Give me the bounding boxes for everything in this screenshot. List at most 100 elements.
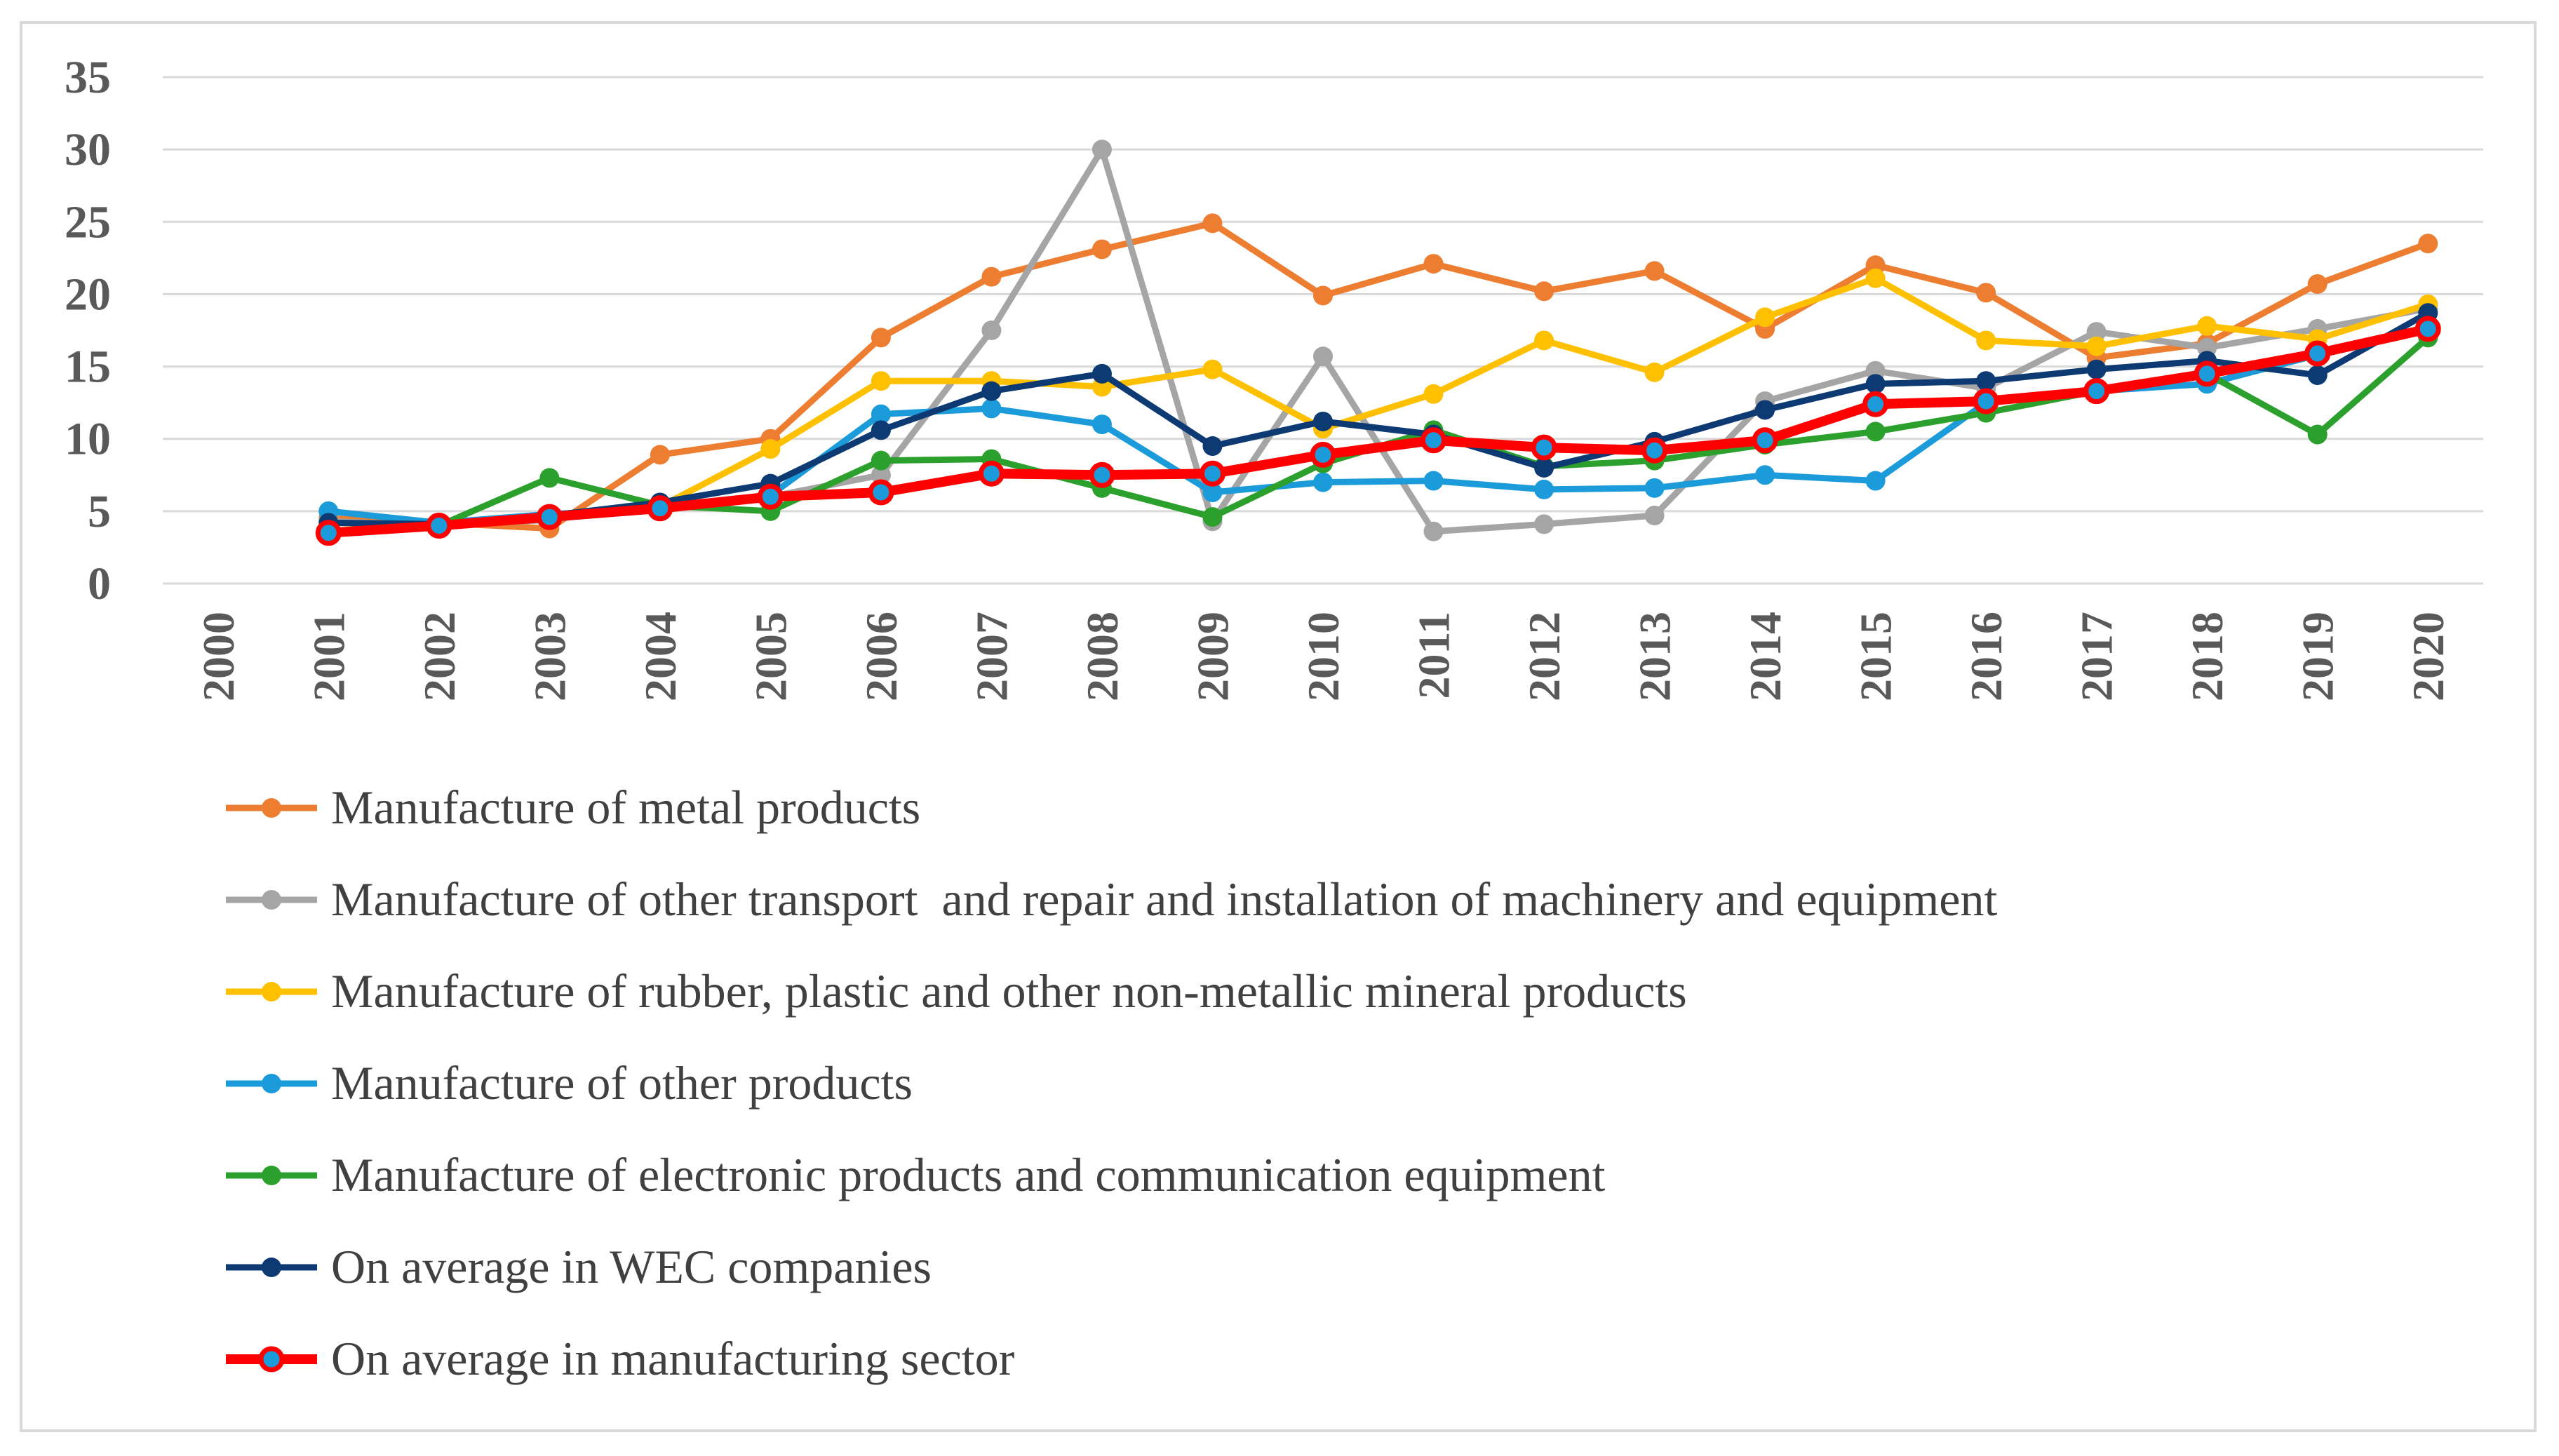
data-point [1755,307,1775,328]
y-tick-label: 0 [88,558,111,609]
x-tick-label: 2001 [304,612,354,701]
x-tick-label: 2007 [967,612,1016,701]
data-point [1202,436,1223,457]
data-point [2086,322,2107,342]
data-point [1313,346,1333,367]
data-point [1534,479,1554,499]
series-line [328,324,2429,538]
y-tick-label: 15 [65,342,111,393]
data-point [2307,365,2328,385]
series-3 [318,268,2438,536]
x-tick-label: 2019 [2293,612,2343,701]
legend-item: Manufacture of other products [226,1056,913,1110]
x-tick-label: 2009 [1188,612,1237,701]
data-point [1534,457,1554,478]
data-point [1644,362,1665,382]
x-tick-label: 2017 [2072,612,2122,701]
x-tick-label: 2013 [1630,612,1680,701]
data-point [871,450,891,471]
data-point [1865,374,1886,394]
data-point [539,468,560,488]
data-point [871,328,891,348]
legend-label: On average in manufacturing sector [331,1332,1015,1385]
data-point [1976,330,1996,351]
y-tick-label: 10 [65,414,111,465]
data-point [981,381,1002,401]
x-tick-label: 2003 [525,612,575,701]
legend-label: Manufacture of other transport and repai… [331,872,1997,926]
data-point [1089,461,1115,488]
x-tick-label: 2020 [2403,612,2453,701]
data-point [2194,360,2220,387]
legend-item: Manufacture of metal products [226,781,920,834]
data-point [871,465,891,485]
data-point [2086,336,2107,356]
data-point [871,404,891,424]
data-point [2086,359,2107,379]
data-point [757,483,784,510]
gridlines [163,76,2483,585]
data-point [1423,471,1444,491]
data-point [2083,378,2110,405]
x-tick-label: 2002 [415,612,464,701]
data-point [1531,434,1557,461]
data-point [2414,316,2441,342]
data-point [1534,281,1554,302]
data-point [1092,140,1112,160]
data-point [1420,427,1447,454]
data-point [1202,359,1223,379]
legend-item: On average in manufacturing sector [226,1332,1015,1385]
y-tick-label: 5 [88,486,111,537]
data-point [1092,414,1112,435]
data-point [981,398,1002,419]
data-point [647,495,673,522]
data-point [2307,274,2328,294]
data-point [868,479,894,506]
data-point [1092,239,1112,259]
data-point [760,439,781,459]
data-point [2418,234,2438,254]
data-point [1865,268,1886,288]
y-tick-label: 25 [65,196,111,248]
x-tick-label: 2008 [1077,612,1127,701]
data-point [1755,400,1775,420]
data-point [426,512,452,539]
data-point [1310,441,1336,468]
legend-swatch-marker [262,890,281,910]
x-axis: 2000 2001 2002 2003 2004 2005 2006 2007 2008 2009… [194,612,2453,701]
legend: Manufacture of metal products Manufacture… [226,781,1997,1385]
y-axis: 0 5 10 15 20 25 30 35 [65,52,111,609]
data-point [1534,330,1554,351]
data-point [1973,388,1999,414]
x-tick-label: 2004 [636,612,685,701]
data-point [1313,285,1333,306]
data-point [981,267,1002,287]
series-group [315,140,2441,546]
legend-swatch-marker [262,1166,281,1185]
x-tick-label: 2014 [1740,612,1790,701]
data-point [1202,213,1223,234]
data-point [536,504,563,530]
data-point [1202,507,1223,527]
legend-swatch-marker [262,798,281,818]
x-tick-label: 2005 [746,612,795,701]
x-tick-label: 2016 [1961,612,2011,701]
legend-swatch-marker [258,1346,285,1373]
data-point [1534,514,1554,534]
legend-item: Manufacture of rubber, plastic and other… [226,964,1687,1018]
x-tick-label: 2018 [2182,612,2232,701]
legend-swatch-marker [262,982,281,1002]
x-tick-label: 2010 [1298,612,1348,701]
data-point [1202,483,1223,503]
data-point [1644,478,1665,498]
data-point [1752,427,1778,454]
y-tick-label: 30 [65,124,111,175]
data-point [1865,471,1886,491]
legend-label: On average in WEC companies [331,1240,932,1293]
x-tick-label: 2006 [857,612,906,701]
data-point [650,445,670,465]
legend-swatch-marker [262,1074,281,1093]
data-point [1423,521,1444,541]
legend-label: Manufacture of electronic products and c… [331,1148,1606,1201]
data-point [1976,371,1996,391]
